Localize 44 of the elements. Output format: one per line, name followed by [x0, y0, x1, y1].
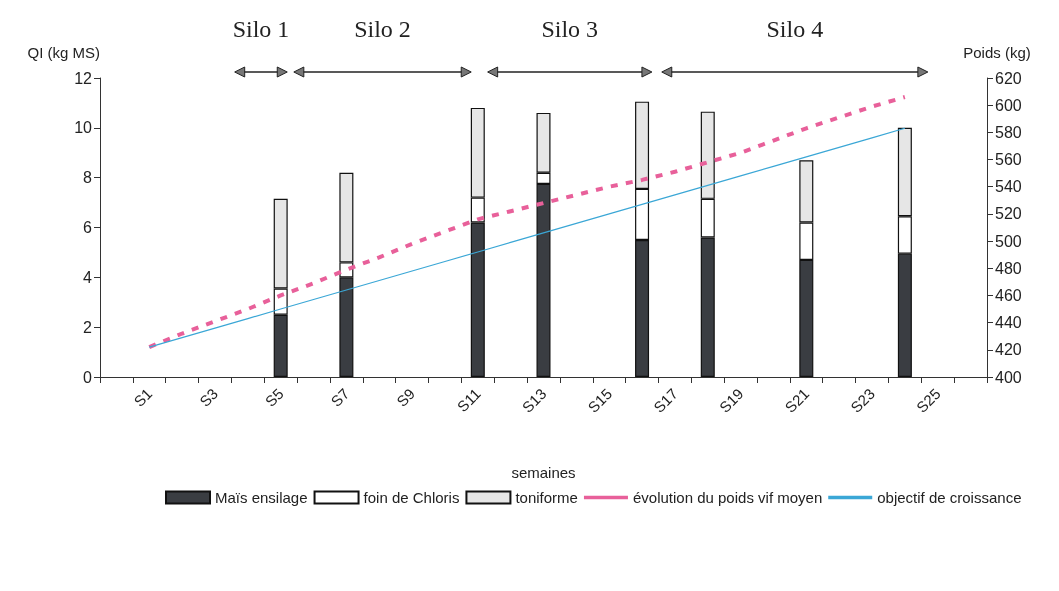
y-tick-label: 2 — [83, 318, 93, 336]
x-tick-label: S11 — [453, 384, 484, 416]
legend-label: foin de Chloris — [363, 489, 460, 506]
y-tick-label: 12 — [74, 69, 93, 87]
y2-tick-label: 480 — [995, 259, 1022, 277]
text: Silo 1 — [232, 16, 290, 43]
x-tick-label: S7 — [327, 384, 353, 410]
y-tick-label: 8 — [83, 169, 93, 187]
x-tick-label: S3 — [196, 384, 221, 410]
y2-tick-label: 540 — [995, 178, 1022, 196]
text: Silo 4 — [766, 16, 824, 43]
text: Silo 3 — [541, 16, 599, 43]
y-tick-label: 10 — [74, 119, 93, 137]
x-tick-label: S13 — [518, 384, 550, 416]
x-tick-label: S9 — [393, 384, 419, 410]
x-tick-label: S25 — [912, 384, 944, 416]
x-tick-label: S17 — [650, 384, 681, 416]
y2-tick-label: 400 — [995, 368, 1022, 386]
y2-tick-label: 500 — [995, 232, 1022, 250]
x-tick-label: S19 — [715, 384, 747, 416]
y2-tick-label: 440 — [995, 314, 1022, 332]
x-tick-label: S21 — [781, 384, 813, 416]
y2-tick-label: 620 — [995, 69, 1022, 87]
x-axis-title: semaines — [511, 464, 576, 481]
y2-tick-label: 600 — [995, 96, 1022, 114]
x-tick-label: S23 — [847, 384, 879, 416]
y-axis-title: QI (kg MS) — [27, 44, 100, 61]
y2-tick-label: 580 — [995, 123, 1022, 141]
legend-label: toniforme — [515, 489, 578, 506]
y2-tick-label: 560 — [995, 151, 1022, 169]
y2-axis-title: Poids (kg) — [963, 44, 1031, 61]
x-tick-label: S1 — [130, 384, 156, 410]
y2-tick-label: 460 — [995, 286, 1022, 304]
x-tick-label: S5 — [261, 384, 287, 410]
legend-label: Maïs ensilage — [215, 489, 308, 506]
y-tick-label: 4 — [83, 268, 93, 286]
x-tick-label: S15 — [584, 384, 616, 416]
legend-label: évolution du poids vif moyen — [632, 489, 823, 506]
legend-label: objectif de croissance — [877, 489, 1022, 506]
y-tick-label: 0 — [83, 368, 93, 386]
y-tick-label: 6 — [83, 219, 93, 236]
y2-tick-label: 420 — [995, 341, 1022, 359]
text: Silo 2 — [354, 16, 411, 43]
y2-tick-label: 520 — [995, 205, 1022, 223]
